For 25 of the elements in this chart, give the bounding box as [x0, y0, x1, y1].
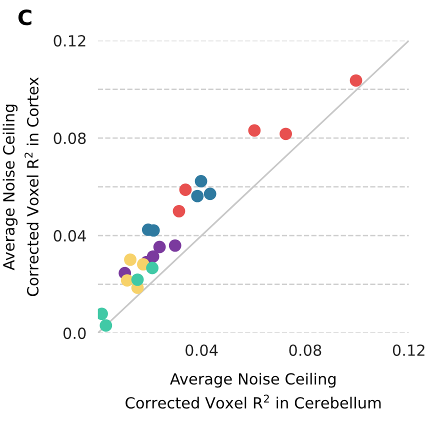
point — [168, 239, 182, 252]
y-tick-label: 0.08 — [54, 132, 86, 144]
point — [204, 188, 216, 200]
y-axis-title: Average Noise Ceiling Corrected Voxel R$^{2}$ in Cortex — [2, 77, 39, 296]
x-tick-label: 0.12 — [392, 344, 424, 356]
point — [179, 184, 192, 196]
y-tick-label: 0.12 — [54, 35, 86, 47]
point — [350, 74, 362, 87]
point — [191, 190, 204, 202]
point — [124, 253, 136, 266]
point — [172, 204, 186, 218]
point — [153, 240, 166, 254]
point — [100, 319, 112, 332]
y-tick-label: 0.04 — [54, 230, 86, 242]
chart-title: C — [18, 10, 32, 26]
point — [280, 128, 292, 140]
y-tick-label: 0.0 — [63, 328, 86, 340]
point — [146, 262, 159, 274]
x-tick-label: 0.08 — [289, 344, 322, 356]
point — [120, 274, 134, 287]
point — [194, 174, 208, 188]
x-axis-title: Average Noise Ceiling Corrected Voxel R$^{2}$ in Cerebellum — [126, 372, 381, 409]
point — [248, 124, 261, 137]
point — [131, 273, 144, 286]
x-tick-label: 0.04 — [186, 344, 218, 356]
